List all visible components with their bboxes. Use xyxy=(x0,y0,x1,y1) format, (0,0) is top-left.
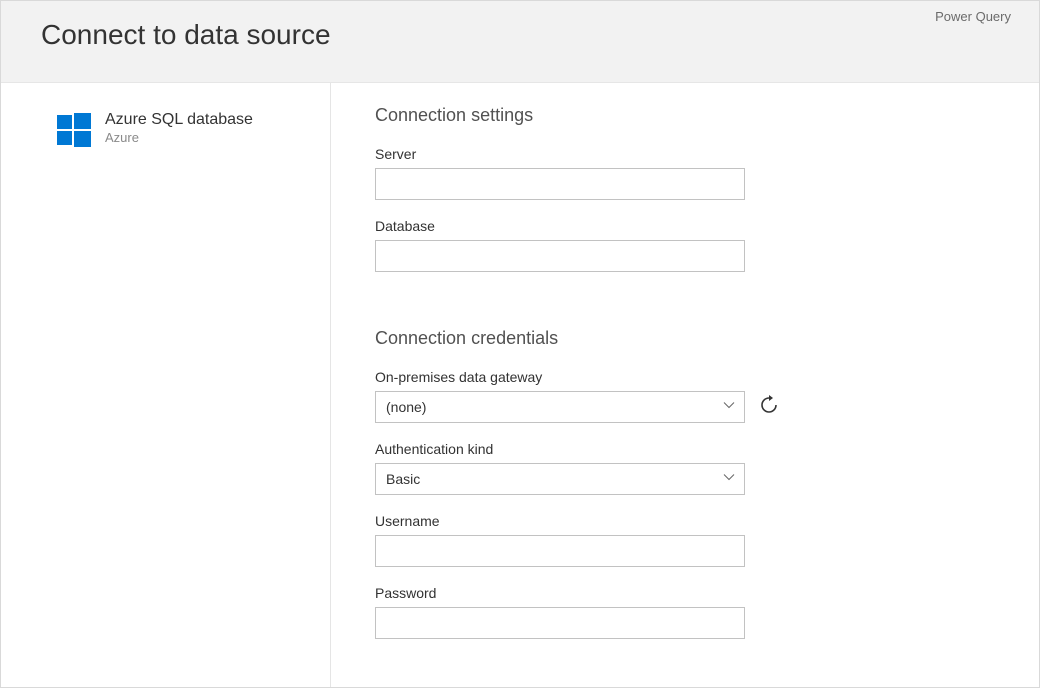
username-field: Username xyxy=(375,513,999,567)
password-label: Password xyxy=(375,585,999,601)
gateway-select[interactable]: (none) xyxy=(375,391,745,423)
data-source-category: Azure xyxy=(105,130,253,145)
auth-kind-select[interactable]: Basic xyxy=(375,463,745,495)
server-label: Server xyxy=(375,146,999,162)
server-input[interactable] xyxy=(375,168,745,200)
sidebar: Azure SQL database Azure xyxy=(1,83,331,687)
password-input[interactable] xyxy=(375,607,745,639)
gateway-label: On-premises data gateway xyxy=(375,369,999,385)
credentials-section-title: Connection credentials xyxy=(375,328,999,349)
database-input[interactable] xyxy=(375,240,745,272)
brand-label: Power Query xyxy=(935,9,1011,24)
auth-kind-field: Authentication kind Basic xyxy=(375,441,999,495)
database-field: Database xyxy=(375,218,999,272)
server-field: Server xyxy=(375,146,999,200)
refresh-gateway-button[interactable] xyxy=(757,395,781,419)
data-source-item[interactable]: Azure SQL database Azure xyxy=(57,111,306,147)
refresh-icon xyxy=(759,395,779,420)
data-source-text: Azure SQL database Azure xyxy=(105,111,253,145)
windows-icon xyxy=(57,113,91,147)
dialog-header: Power Query Connect to data source xyxy=(1,1,1039,83)
username-input[interactable] xyxy=(375,535,745,567)
username-label: Username xyxy=(375,513,999,529)
main-panel: Connection settings Server Database Conn… xyxy=(331,83,1039,687)
gateway-field: On-premises data gateway (none) xyxy=(375,369,999,423)
password-field: Password xyxy=(375,585,999,639)
settings-section-title: Connection settings xyxy=(375,105,999,126)
auth-kind-label: Authentication kind xyxy=(375,441,999,457)
dialog-body: Azure SQL database Azure Connection sett… xyxy=(1,83,1039,687)
database-label: Database xyxy=(375,218,999,234)
dialog-frame: Power Query Connect to data source Azure… xyxy=(0,0,1040,688)
data-source-name: Azure SQL database xyxy=(105,111,253,129)
page-title: Connect to data source xyxy=(41,19,1011,51)
